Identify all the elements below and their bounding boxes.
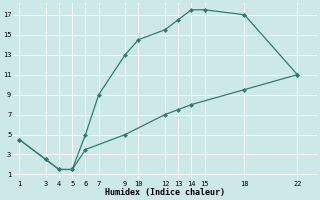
X-axis label: Humidex (Indice chaleur): Humidex (Indice chaleur) [105,188,225,197]
